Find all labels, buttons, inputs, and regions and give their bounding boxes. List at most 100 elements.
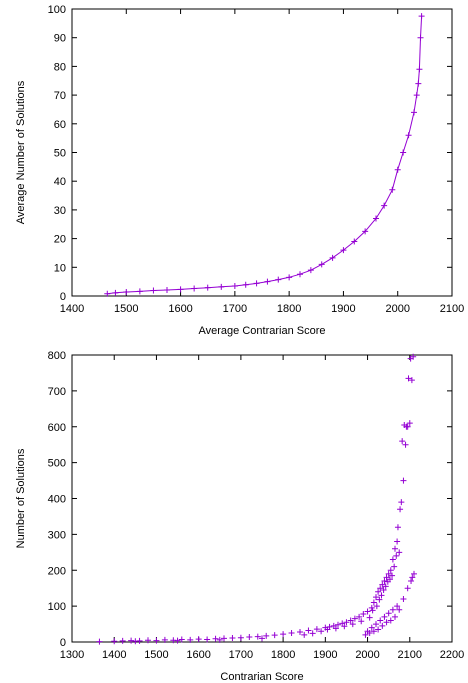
data-point [324, 626, 331, 633]
data-point [153, 637, 160, 644]
y-tick-label: 400 [48, 494, 66, 506]
bottom-chart-y-axis-label: Number of Solutions [15, 448, 27, 548]
data-point [309, 630, 316, 637]
data-point [216, 636, 223, 643]
data-point [406, 420, 413, 427]
data-point [351, 238, 358, 245]
data-point [389, 556, 396, 563]
data-point [229, 635, 236, 642]
data-point [417, 34, 424, 41]
data-point [204, 284, 211, 291]
data-point [366, 630, 373, 637]
data-point [349, 621, 356, 628]
x-tick-label: 1400 [102, 649, 126, 661]
bottom-chart-frame [71, 354, 453, 643]
data-point [364, 608, 371, 615]
data-point [377, 617, 384, 624]
data-point [394, 166, 401, 173]
data-point [132, 638, 139, 645]
data-point [280, 631, 287, 638]
data-point [358, 618, 365, 625]
data-point [389, 186, 396, 193]
data-point [237, 634, 244, 641]
y-tick-label: 700 [48, 386, 66, 398]
data-point [369, 607, 376, 614]
data-point [383, 574, 390, 581]
data-point [385, 570, 392, 577]
top-chart-frame [71, 8, 453, 297]
data-point [400, 149, 407, 156]
data-point [394, 603, 401, 610]
data-point [347, 617, 354, 624]
data-point [96, 638, 103, 645]
y-tick-label: 800 [48, 350, 66, 362]
y-tick-label: 200 [48, 565, 66, 577]
data-point [375, 588, 382, 595]
data-point [264, 278, 271, 285]
data-point [297, 628, 303, 635]
x-tick-label: 2000 [385, 303, 409, 315]
data-point [386, 576, 393, 583]
data-point [415, 80, 422, 87]
y-tick-label: 80 [54, 61, 66, 73]
bottom-chart: 1300 1400 1500 1600 1700 1800 1900 2000 2100 2200… [15, 350, 464, 683]
top-chart: 1400 1500 1600 1700 1800 1900 2000 2100 0 10 20 30 4… [15, 4, 464, 337]
data-point [362, 228, 369, 235]
data-point [394, 524, 401, 531]
data-point [376, 596, 383, 603]
data-point [253, 280, 260, 287]
x-tick-label: 1600 [168, 303, 192, 315]
x-tick-label: 1300 [60, 649, 84, 661]
y-tick-label: 30 [54, 205, 66, 217]
data-point [411, 109, 417, 116]
x-tick-label: 1700 [229, 649, 253, 661]
data-point [271, 632, 278, 639]
data-point [410, 353, 417, 360]
bottom-chart-x-axis-label: Contrarian Score [220, 671, 303, 683]
top-chart-series [104, 13, 425, 297]
data-point [416, 66, 423, 73]
data-point [150, 287, 157, 294]
data-point [329, 254, 336, 261]
y-tick-label: 600 [48, 422, 66, 434]
data-point [242, 281, 249, 288]
x-tick-label: 1700 [223, 303, 247, 315]
data-point [286, 274, 293, 281]
data-point [396, 549, 403, 556]
data-point [391, 563, 398, 570]
y-tick-label: 40 [54, 176, 66, 188]
y-tick-label: 0 [60, 637, 66, 649]
y-tick-label: 20 [54, 234, 66, 246]
x-tick-label: 1500 [114, 303, 138, 315]
data-point [164, 286, 170, 293]
data-point [413, 92, 420, 99]
data-point [340, 247, 347, 254]
data-point [301, 631, 308, 638]
data-point [161, 636, 168, 643]
data-point [362, 631, 369, 638]
data-point [368, 624, 375, 631]
data-point [187, 636, 194, 643]
data-point [221, 635, 227, 642]
y-tick-label: 500 [48, 458, 66, 470]
data-point [351, 615, 358, 622]
data-point [305, 627, 312, 634]
data-point [383, 619, 390, 626]
data-point [381, 578, 388, 585]
y-tick-label: 70 [54, 90, 66, 102]
data-point [408, 578, 415, 585]
data-point [370, 628, 377, 635]
data-point [373, 603, 380, 610]
top-chart-y-axis-label: Average Number of Solutions [15, 80, 27, 224]
x-tick-label: 1600 [186, 649, 210, 661]
x-tick-label: 2100 [440, 303, 464, 315]
data-point [398, 499, 405, 506]
data-point [112, 289, 119, 296]
x-tick-label: 1800 [271, 649, 295, 661]
data-point [385, 610, 392, 617]
x-tick-label: 2100 [398, 649, 422, 661]
data-point [389, 572, 396, 579]
x-tick-label: 2200 [440, 649, 464, 661]
x-tick-label: 1500 [144, 649, 168, 661]
